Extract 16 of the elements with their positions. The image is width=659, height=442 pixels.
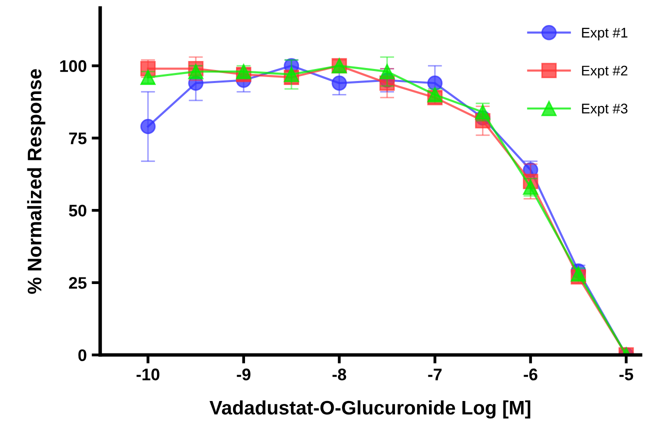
y-tick-label: 0 [78, 349, 86, 362]
legend-label: Expt #3 [582, 104, 628, 116]
legend-label: Expt #1 [582, 28, 628, 40]
x-tick-label: -8 [332, 368, 346, 380]
y-tick-label: 100 [60, 60, 86, 72]
x-axis-title: Vadadustat-O-Glucuronide Log [M] [210, 400, 530, 419]
y-tick-label: 25 [69, 277, 87, 289]
x-tick-label: -9 [236, 368, 250, 380]
y-axis-title: % Normalized Response [27, 69, 46, 294]
x-tick-label: -7 [428, 368, 442, 380]
x-tick-label: -10 [136, 368, 160, 380]
legend-label: Expt #2 [582, 66, 628, 78]
y-tick-label: 75 [69, 132, 87, 144]
x-tick-label: -6 [524, 368, 538, 380]
y-tick-label: 50 [68, 204, 86, 217]
x-tick-label: -5 [619, 368, 634, 380]
